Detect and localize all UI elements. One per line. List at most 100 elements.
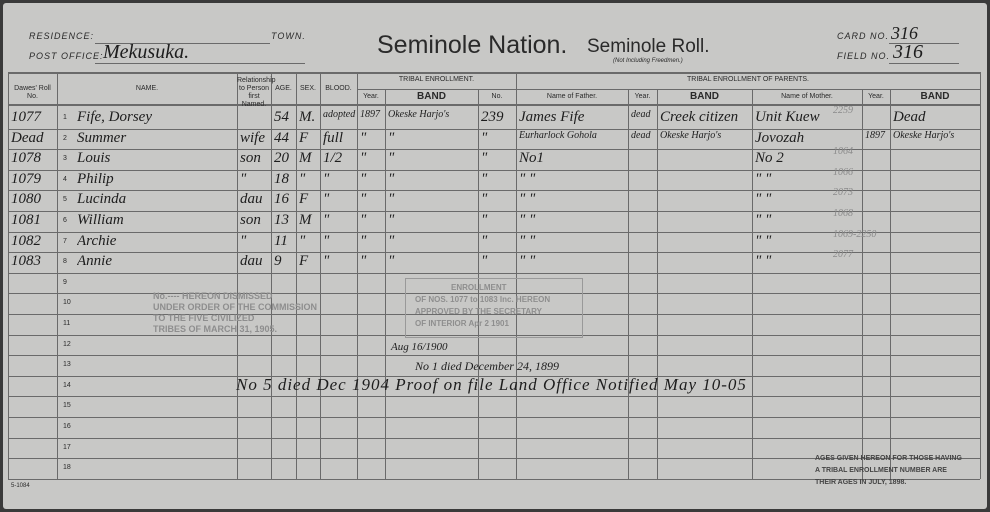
cell: dead (631, 129, 651, 141)
enrollment-card: Residence: Town. Post Office: Mekusuka. … (3, 3, 987, 509)
column-header: Name of Mother. (781, 93, 833, 100)
cell: " (299, 232, 306, 249)
rule (8, 149, 980, 151)
pencil-number: 2259 (833, 105, 853, 116)
row-number: 13 (63, 361, 71, 369)
rule (980, 72, 981, 479)
pencil-number: 2073 (833, 187, 853, 199)
cell: 20 (274, 150, 289, 167)
cell: Creek citizen (660, 109, 739, 125)
column-header: BLOOD. (325, 85, 352, 92)
cell: " (388, 212, 395, 228)
cell: 1082 (11, 232, 41, 249)
cell: " (323, 232, 330, 249)
cell: Annie (77, 253, 112, 270)
column-header: BAND (417, 91, 446, 102)
row-number: 7 (63, 237, 67, 245)
cell: " " (755, 253, 772, 270)
cell: " (481, 253, 488, 270)
age-note: AGES GIVEN HEREON FOR THOSE HAVING (815, 455, 962, 462)
rule (57, 72, 58, 479)
group-header: TRIBAL ENROLLMENT. (398, 76, 475, 83)
row-number: 1 (63, 114, 67, 121)
post-office-label: Post Office: (29, 51, 104, 61)
cell: " (240, 232, 247, 249)
rule (320, 72, 321, 479)
rule (628, 89, 629, 479)
cell: Archie (77, 232, 117, 249)
cell: " " (755, 212, 772, 228)
cell: 1083 (11, 253, 41, 270)
residence-label: Residence: (29, 31, 95, 41)
cell: " " (519, 170, 536, 187)
cell: 1897 (865, 129, 885, 141)
cell: dead (631, 109, 651, 120)
cell: Dead (11, 129, 44, 146)
cell: " (360, 253, 367, 270)
cell: 1078 (11, 150, 41, 167)
rule (8, 272, 980, 274)
rule (8, 190, 980, 192)
rule (357, 89, 980, 90)
post-office: Mekusuka. (103, 41, 190, 63)
cell: Lucinda (77, 191, 127, 208)
column-header: Name of Father. (546, 93, 598, 100)
cell: Okeske Harjo's (660, 129, 722, 141)
rule (890, 89, 891, 479)
rule (8, 417, 980, 418)
rule (8, 72, 980, 74)
cell: Okeske Harjo's (893, 129, 955, 141)
row-number: 3 (63, 155, 67, 163)
rule (8, 355, 980, 357)
pencil-number: 1068 (833, 208, 853, 219)
cell: 1897 (360, 109, 380, 120)
cell: James Fife (519, 109, 585, 125)
rule (8, 437, 980, 439)
row-number: 10 (63, 299, 71, 307)
column-header: Dawes' Roll No. (14, 85, 51, 100)
death-note: No 1 died December 24, 1899 (415, 359, 559, 373)
cell: " (388, 253, 395, 270)
column-header: No. (491, 93, 503, 100)
approved-stamp: ENROLLMENT (451, 283, 507, 292)
rule (8, 375, 980, 377)
cell: " " (519, 253, 536, 270)
cell: " " (519, 232, 536, 249)
approved-stamp: OF NOS. 1077 to 1083 Inc. HEREON (415, 295, 551, 304)
cell: " (481, 150, 488, 167)
rule (8, 169, 980, 171)
age-note: THEIR AGES IN JULY, 1898. (815, 479, 907, 486)
cell: " (388, 170, 395, 187)
rule (862, 89, 863, 479)
cell: " (360, 191, 367, 208)
cell: dau (240, 253, 263, 270)
row-number: 18 (63, 464, 71, 472)
cell: " (481, 232, 488, 249)
cell: F (299, 253, 309, 270)
cell: son (240, 212, 261, 228)
column-header: SEX. (300, 85, 316, 92)
cell: F (299, 191, 309, 208)
cell: Eurharlock Gohola (519, 129, 597, 141)
cell: 54 (274, 109, 289, 125)
row-number: 14 (63, 381, 71, 389)
row-number: 2 (63, 134, 67, 142)
rule (8, 72, 9, 479)
rule (296, 72, 297, 479)
cell: dau (240, 191, 263, 208)
cell: " (323, 253, 330, 270)
cell: " (388, 191, 395, 208)
cell: " (323, 191, 330, 208)
rule (8, 231, 980, 233)
row-number: 9 (63, 278, 67, 286)
row-number: 5 (63, 196, 67, 204)
date-note: Aug 16/1900 (391, 341, 448, 353)
cell: 1080 (11, 191, 41, 208)
cell: 1079 (11, 170, 41, 187)
cell: 9 (274, 253, 282, 270)
row-number: 17 (63, 443, 71, 451)
cell: " (323, 170, 330, 187)
row-number: 6 (63, 217, 67, 224)
cell: " " (755, 232, 772, 249)
rule (889, 43, 959, 44)
